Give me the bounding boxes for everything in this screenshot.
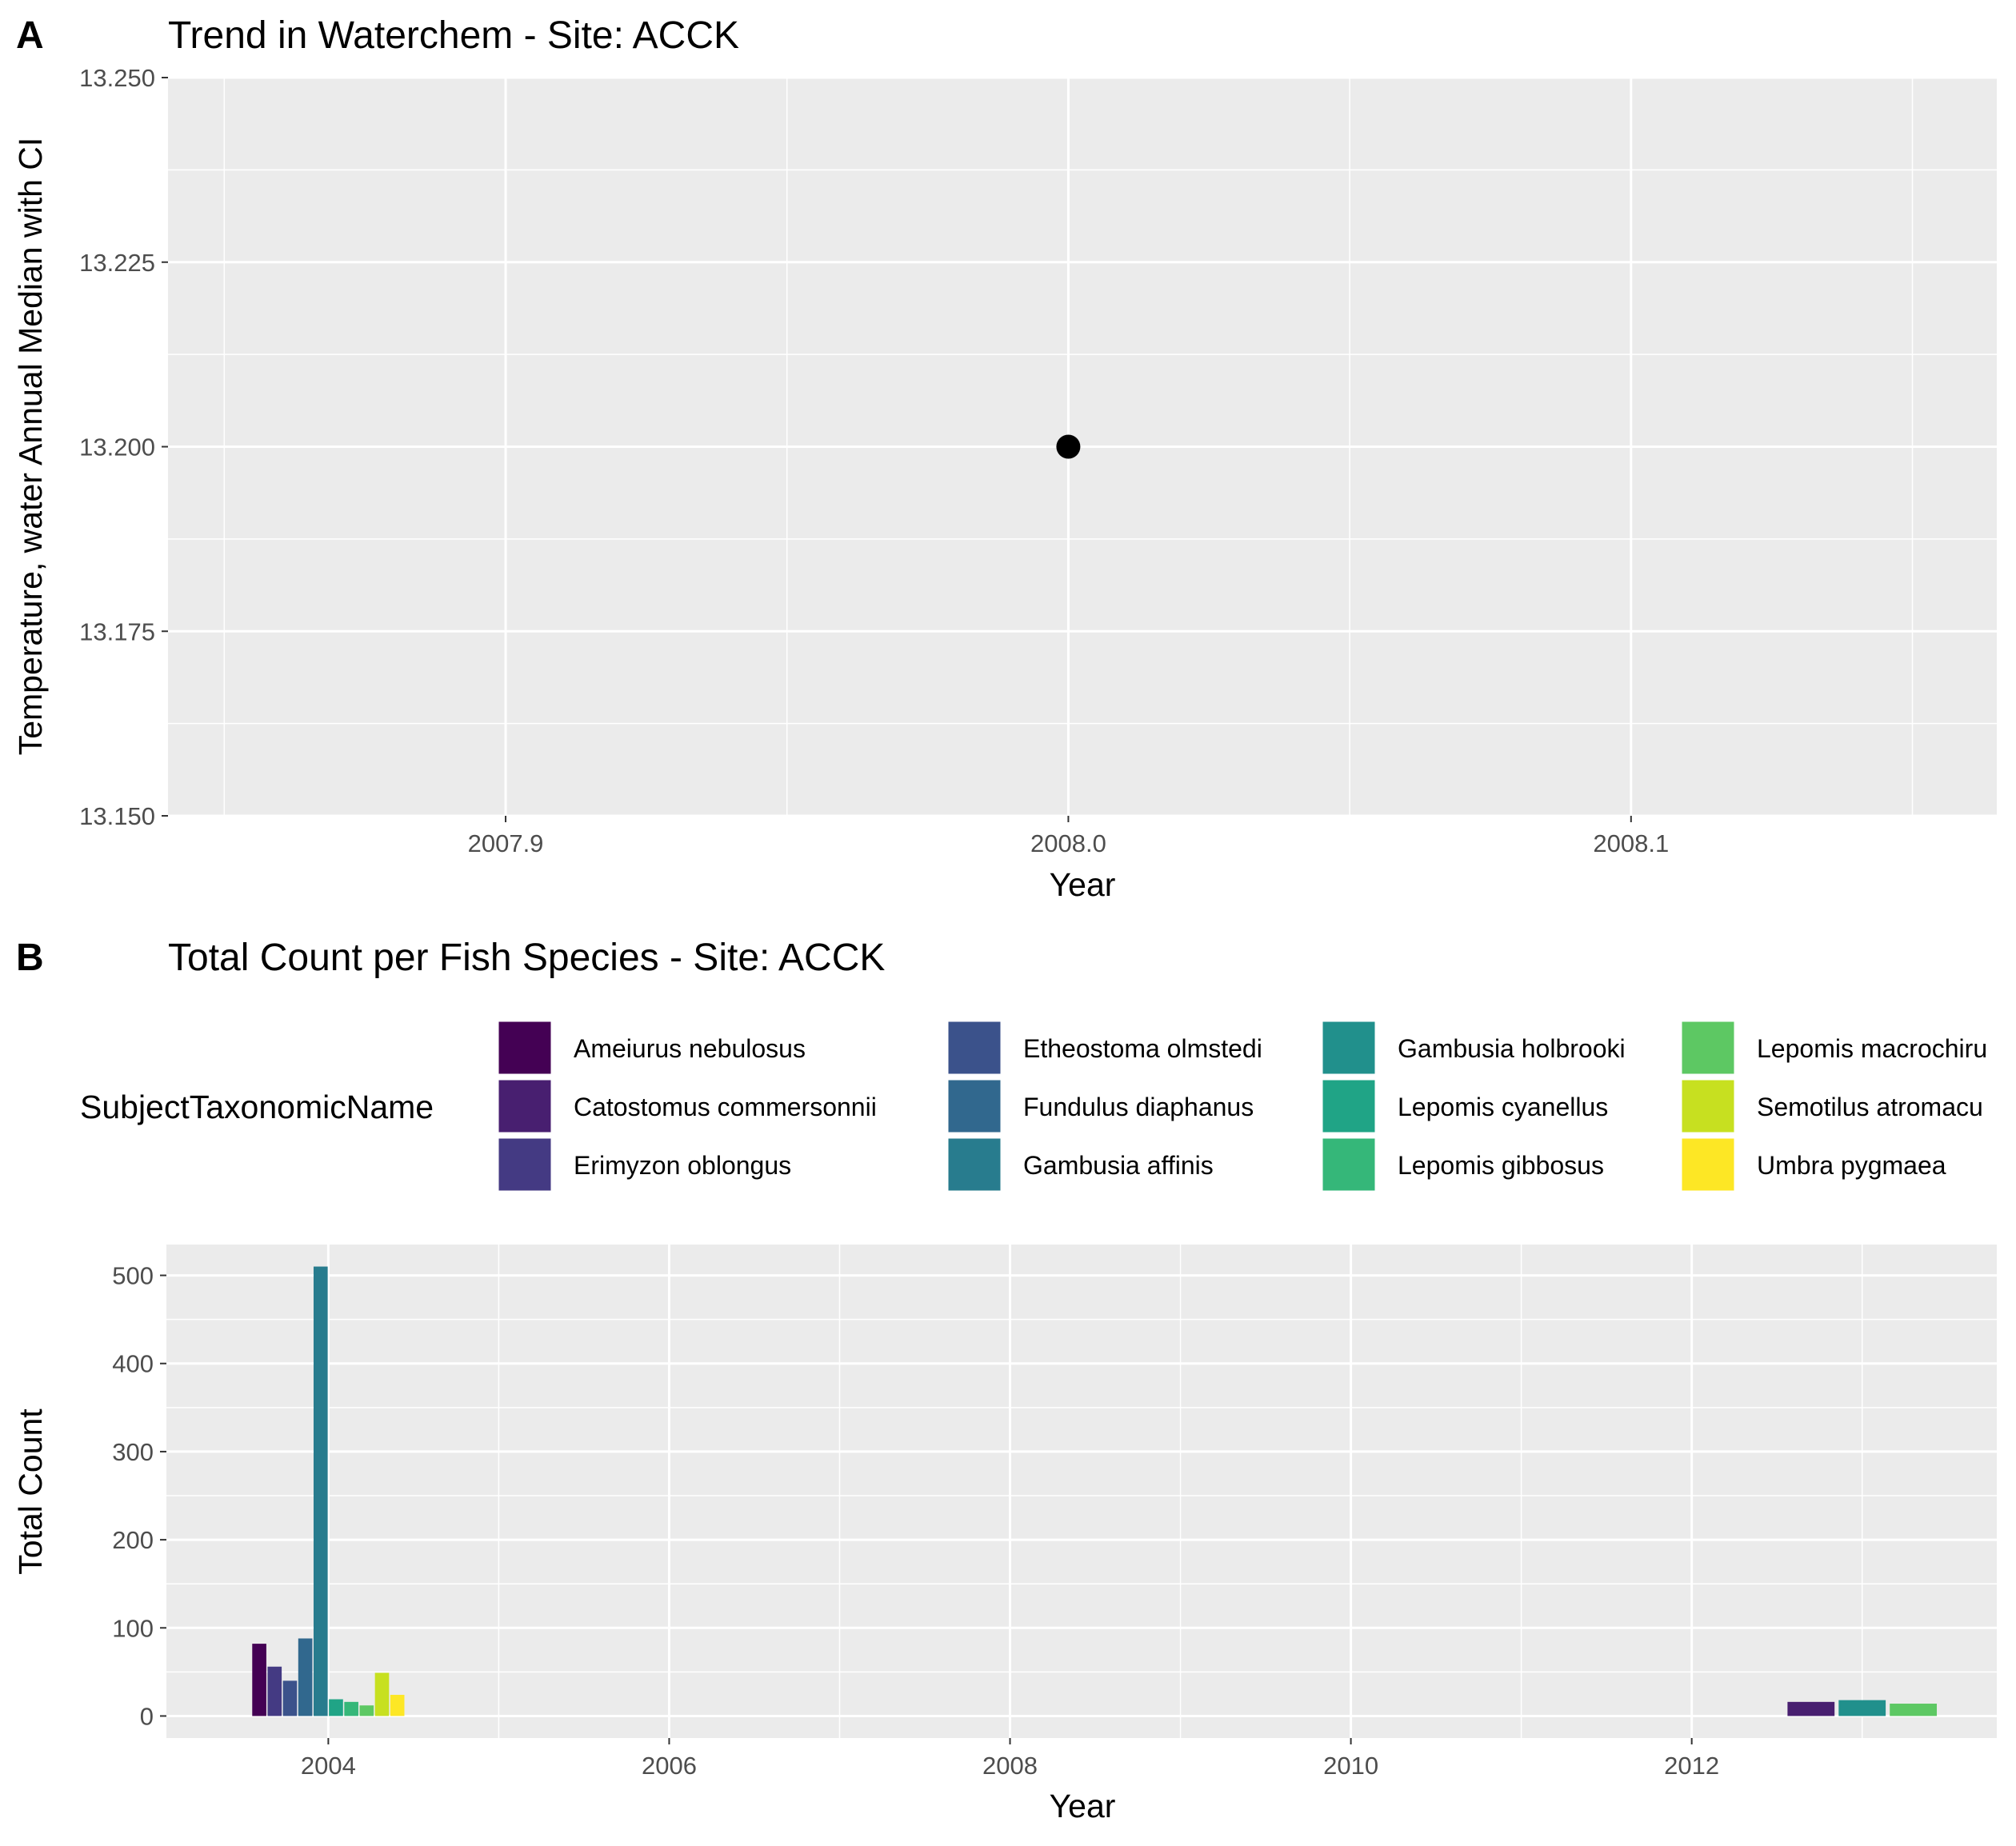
legend-label: Lepomis gibbosus: [1398, 1151, 1604, 1180]
y-tick-label: 500: [112, 1262, 154, 1290]
bar: [329, 1699, 343, 1716]
y-tick-label: 200: [112, 1526, 154, 1554]
legend: Ameiurus nebulosus Catostomus commersonni…: [496, 1019, 1987, 1193]
data-point: [1056, 434, 1081, 459]
x-tick-label: 2010: [1323, 1752, 1378, 1780]
panel-a: A Trend in Waterchem - Site: ACCK 13.150…: [12, 14, 1997, 903]
y-tick-label: 300: [112, 1438, 154, 1466]
panel-a-y-axis-title: Temperature, water Annual Median with CI: [12, 138, 49, 756]
legend-label: Gambusia affinis: [1023, 1151, 1214, 1180]
bar: [267, 1666, 282, 1716]
panel-b-y-axis: 0 100 200 300 400 500: [112, 1262, 166, 1730]
y-tick-label: 13.150: [79, 802, 155, 830]
panel-b-plot-area: [166, 1245, 1997, 1738]
legend-label: Etheostoma olmstedi: [1023, 1034, 1262, 1063]
y-tick-label: 13.200: [79, 434, 155, 462]
legend-swatch: [1679, 1136, 1737, 1193]
panel-a-x-axis: 2007.9 2008.0 2008.1: [468, 816, 1669, 857]
panel-b-x-axis: 2004 2006 2008 2010 2012: [301, 1738, 1719, 1780]
bar: [298, 1638, 313, 1716]
x-tick-label: 2006: [642, 1752, 697, 1780]
panel-b-x-axis-title: Year: [1050, 1788, 1116, 1824]
panel-b-tag: B: [16, 937, 44, 979]
bar: [252, 1644, 266, 1716]
bar: [359, 1705, 374, 1716]
x-tick-label: 2008.1: [1593, 829, 1669, 857]
y-tick-label: 13.175: [79, 617, 155, 645]
legend-label: Semotilus atromacu: [1757, 1093, 1983, 1121]
y-tick-label: 400: [112, 1350, 154, 1378]
legend-label: Fundulus diaphanus: [1023, 1093, 1254, 1121]
bar: [1838, 1700, 1886, 1716]
legend-swatch: [496, 1136, 554, 1193]
legend-swatch: [946, 1077, 1003, 1135]
panel-b-bars: [252, 1266, 1938, 1716]
legend-swatch: [946, 1019, 1003, 1077]
legend-swatch: [1320, 1019, 1378, 1077]
legend-label: Erimyzon oblongus: [574, 1151, 791, 1180]
x-tick-label: 2007.9: [468, 829, 544, 857]
panel-b-title: Total Count per Fish Species - Site: ACC…: [168, 937, 885, 979]
panel-a-title: Trend in Waterchem - Site: ACCK: [168, 14, 739, 57]
legend-swatch: [496, 1019, 554, 1077]
bar: [390, 1695, 405, 1716]
legend-swatch: [1679, 1077, 1737, 1135]
legend-title: SubjectTaxonomicName: [80, 1089, 434, 1125]
legend-label: Lepomis cyanellus: [1398, 1093, 1608, 1121]
bar: [344, 1701, 358, 1716]
panel-a-x-axis-title: Year: [1050, 866, 1116, 903]
x-tick-label: 2008: [982, 1752, 1038, 1780]
y-tick-label: 100: [112, 1614, 154, 1642]
legend-label: Gambusia holbrooki: [1398, 1034, 1626, 1063]
legend-label: Ameiurus nebulosus: [574, 1034, 806, 1063]
bar: [1787, 1701, 1835, 1716]
x-tick-label: 2012: [1664, 1752, 1719, 1780]
panel-a-points: [1056, 434, 1081, 459]
legend-label: Catostomus commersonnii: [574, 1093, 877, 1121]
panel-b-gridlines: [166, 1245, 1997, 1738]
legend-swatch: [496, 1077, 554, 1135]
bar: [374, 1672, 390, 1716]
panel-a-y-axis: 13.150 13.175 13.200 13.225 13.250: [79, 64, 168, 830]
y-tick-label: 13.225: [79, 249, 155, 277]
y-tick-label: 13.250: [79, 64, 155, 92]
legend-label: Umbra pygmaea: [1757, 1151, 1946, 1180]
bar: [1890, 1704, 1938, 1716]
legend-swatch: [946, 1136, 1003, 1193]
x-tick-label: 2008.0: [1030, 829, 1106, 857]
legend-swatch: [1679, 1019, 1737, 1077]
panel-b-y-axis-title: Total Count: [12, 1408, 49, 1575]
y-tick-label: 0: [140, 1702, 154, 1730]
panel-b: B Total Count per Fish Species - Site: A…: [12, 937, 1997, 1824]
bar: [313, 1266, 328, 1716]
legend-swatch: [1320, 1136, 1378, 1193]
bar: [282, 1680, 298, 1716]
legend-swatch: [1320, 1077, 1378, 1135]
legend-label: Lepomis macrochiru: [1757, 1034, 1987, 1063]
panel-a-tag: A: [16, 14, 44, 57]
x-tick-label: 2004: [301, 1752, 356, 1780]
